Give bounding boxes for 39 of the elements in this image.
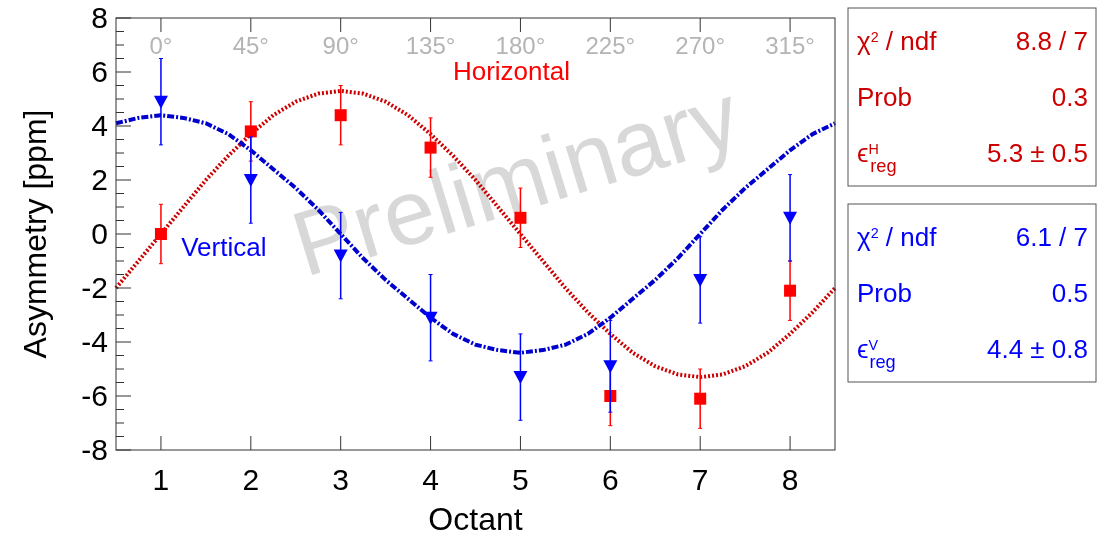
x-tick-label: 6 <box>601 463 619 496</box>
x2-tick-label: 270° <box>675 32 726 59</box>
x-tick-label: 8 <box>781 463 799 496</box>
text: χ$^{2}$ / ndf <box>857 222 938 252</box>
x2-tick-label: 90° <box>322 32 359 59</box>
y-tick-label: 2 <box>91 163 108 196</box>
y-tick-label: 8 <box>91 1 108 34</box>
x2-tick-label: 180° <box>495 32 546 59</box>
y-tick-label: 0 <box>91 217 108 250</box>
y-tick-label: -6 <box>81 379 108 412</box>
text: 8.8 / 7 <box>1015 26 1088 56</box>
x-tick-label: 1 <box>152 463 170 496</box>
x2-tick-label: 225° <box>585 32 636 59</box>
x2-tick-label: 315° <box>765 32 815 59</box>
x-tick-label: 2 <box>242 463 260 496</box>
y-axis-title: Asymmetry [ppm] <box>17 109 53 359</box>
y-tick-label: 6 <box>91 55 108 88</box>
y-tick-label: -8 <box>81 433 108 466</box>
x-tick-label: 4 <box>422 463 439 496</box>
text: 0.3 <box>1051 82 1088 112</box>
text: Prob <box>857 82 912 112</box>
x2-tick-label: 45° <box>232 32 269 59</box>
y-tick-label: -4 <box>81 325 108 358</box>
text: 6.1 / 7 <box>1015 222 1088 252</box>
text: Horizontal <box>452 56 570 87</box>
y-tick-label: -2 <box>81 271 108 304</box>
text: 5.3 ± 0.5 <box>986 138 1088 168</box>
text: 4.4 ± 0.8 <box>986 334 1088 364</box>
text: χ$^{2}$ / ndf <box>857 26 938 56</box>
x2-tick-label: 135° <box>405 32 456 59</box>
x-tick-label: 3 <box>332 463 350 496</box>
x-axis-title: Octant <box>428 501 523 537</box>
text: Prob <box>857 278 912 308</box>
text: 0.5 <box>1051 278 1088 308</box>
x-tick-label: 7 <box>691 463 709 496</box>
x2-tick-label: 0° <box>149 32 173 59</box>
y-tick-label: 4 <box>91 109 108 142</box>
series-label: Vertical <box>181 231 267 262</box>
x-tick-label: 5 <box>512 463 529 496</box>
